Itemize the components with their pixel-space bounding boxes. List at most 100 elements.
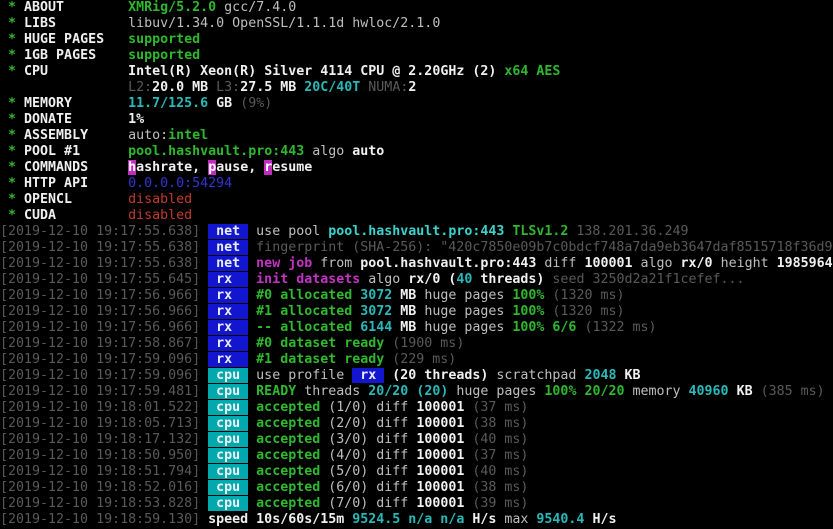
cpu-tag: cpu	[208, 496, 249, 511]
log-segment: huge pages	[416, 288, 513, 303]
log-segment: [2019-12-10 19:17:56.966]	[0, 288, 209, 303]
log-segment: huge pages	[448, 384, 545, 399]
log-segment: 11.7/125.6	[128, 96, 209, 111]
log-segment: L3:	[216, 80, 241, 95]
log-segment: [2019-12-10 19:18:53.828]	[0, 496, 209, 511]
log-segment: (2/0) diff	[320, 416, 417, 431]
log-segment: 1985964	[776, 256, 833, 271]
log-segment: speed 10s/60s/15m	[200, 512, 353, 527]
log-segment: *	[0, 0, 25, 15]
log-segment: [2019-12-10 19:17:55.645]	[0, 272, 209, 287]
terminal-line: * 1GB PAGES supported	[0, 48, 833, 64]
cpu-tag: cpu	[208, 416, 249, 431]
terminal-line: [2019-12-10 19:17:59.096] cpu use profil…	[0, 368, 833, 384]
log-segment: MB	[392, 288, 417, 303]
log-segment: 100001	[416, 400, 465, 415]
log-segment: #1 allocated	[248, 304, 353, 319]
log-segment: max	[496, 512, 537, 527]
log-segment: L2:	[128, 80, 153, 95]
log-segment: READY	[248, 384, 297, 399]
log-segment: accepted	[248, 448, 321, 463]
log-segment: [2019-12-10 19:17:55.638]	[0, 256, 209, 271]
log-segment: HTTP API	[24, 176, 129, 191]
rx-profile-badge: rx	[352, 368, 385, 383]
log-segment: 40	[456, 272, 473, 287]
log-segment: Intel(R) Xeon(R) Silver 4114 CPU @ 2.20G…	[128, 64, 505, 79]
log-segment: *	[0, 160, 25, 175]
log-segment: *	[0, 192, 25, 207]
log-segment: H/s	[584, 512, 617, 527]
rx-tag: rx	[208, 288, 249, 303]
log-segment: accepted	[248, 480, 321, 495]
log-segment: *	[0, 48, 25, 63]
cpu-tag: cpu	[208, 384, 249, 399]
terminal-line: * CPU Intel(R) Xeon(R) Silver 4114 CPU @…	[0, 64, 833, 80]
log-segment: [2019-12-10 19:18:59.130]	[0, 512, 201, 527]
log-segment: seed 3250d2a21f1cefef...	[544, 272, 745, 287]
log-segment: algo	[304, 144, 353, 159]
terminal-line: [2019-12-10 19:17:56.966] rx #1 allocate…	[0, 304, 833, 320]
log-segment: *	[0, 32, 25, 47]
cpu-tag: cpu	[208, 368, 249, 383]
log-segment: NUMA:	[368, 80, 409, 95]
cpu-tag: cpu	[208, 448, 249, 463]
log-segment: 20C/40T	[304, 80, 369, 95]
log-segment: 100% 6/6	[512, 320, 577, 335]
log-segment: 6144	[352, 320, 393, 335]
log-segment: 138.201.36.249	[568, 224, 689, 239]
log-segment: supported	[128, 32, 201, 47]
log-segment: 100001	[416, 432, 465, 447]
log-segment: (9%)	[232, 96, 273, 111]
log-segment: [2019-12-10 19:17:56.966]	[0, 304, 209, 319]
log-segment: 20/20 (20)	[368, 384, 449, 399]
log-segment: 100%	[512, 288, 545, 303]
log-segment: (6/0) diff	[320, 480, 417, 495]
log-segment: 100001	[416, 480, 465, 495]
terminal-line: [2019-12-10 19:17:59.481] cpu READY thre…	[0, 384, 833, 400]
log-segment: 3072	[352, 288, 393, 303]
log-segment: -- allocated	[248, 320, 353, 335]
terminal-line: [2019-12-10 19:17:56.966] rx #0 allocate…	[0, 288, 833, 304]
log-segment: [2019-12-10 19:17:56.966]	[0, 320, 209, 335]
log-segment: MB	[392, 320, 417, 335]
log-segment: accepted	[248, 432, 321, 447]
log-segment: KB	[616, 368, 641, 383]
log-segment: (1322 ms)	[576, 320, 657, 335]
log-segment: *	[0, 64, 25, 79]
log-segment: (38 ms)	[464, 416, 529, 431]
terminal-line: [2019-12-10 19:17:55.638] net new job fr…	[0, 256, 833, 272]
log-segment: [2019-12-10 19:18:17.132]	[0, 432, 209, 447]
log-segment: threads)	[472, 272, 545, 287]
log-segment: [2019-12-10 19:17:55.638]	[0, 224, 209, 239]
log-segment: [2019-12-10 19:17:59.481]	[0, 384, 209, 399]
log-segment: auto:	[128, 128, 169, 143]
terminal-line: L2:20.0 MB L3:27.5 MB 20C/40T NUMA:2	[0, 80, 833, 96]
log-segment: (39 ms)	[464, 496, 529, 511]
log-segment: (229 ms)	[384, 352, 457, 367]
log-segment: (385 ms)	[752, 384, 825, 399]
log-segment: (37 ms)	[464, 448, 529, 463]
log-segment: auto	[352, 144, 385, 159]
log-segment: (37 ms)	[464, 400, 529, 415]
terminal-line: * ASSEMBLY auto:intel	[0, 128, 833, 144]
log-segment: H/s	[464, 512, 497, 527]
log-segment: (4/0) diff	[320, 448, 417, 463]
terminal-line: * HTTP API 0.0.0.0:54294	[0, 176, 833, 192]
log-segment: LIBS	[24, 16, 129, 31]
terminal-line: * DONATE 1%	[0, 112, 833, 128]
log-segment: (3/0) diff	[320, 432, 417, 447]
log-segment: XMRig/5.2.0	[128, 0, 217, 15]
log-segment: MEMORY	[24, 96, 129, 111]
log-segment: (40 ms)	[464, 464, 529, 479]
log-segment: 9540.4	[536, 512, 585, 527]
log-segment: threads	[296, 384, 369, 399]
log-segment: 100001	[416, 496, 465, 511]
log-segment: DONATE	[24, 112, 129, 127]
log-segment: from	[312, 256, 361, 271]
log-segment: pool.hashvault.pro:443	[360, 256, 537, 271]
log-segment: CPU	[24, 64, 129, 79]
log-segment: OPENCL	[24, 192, 129, 207]
net-tag: net	[208, 224, 249, 239]
log-segment: (38 ms)	[464, 480, 529, 495]
